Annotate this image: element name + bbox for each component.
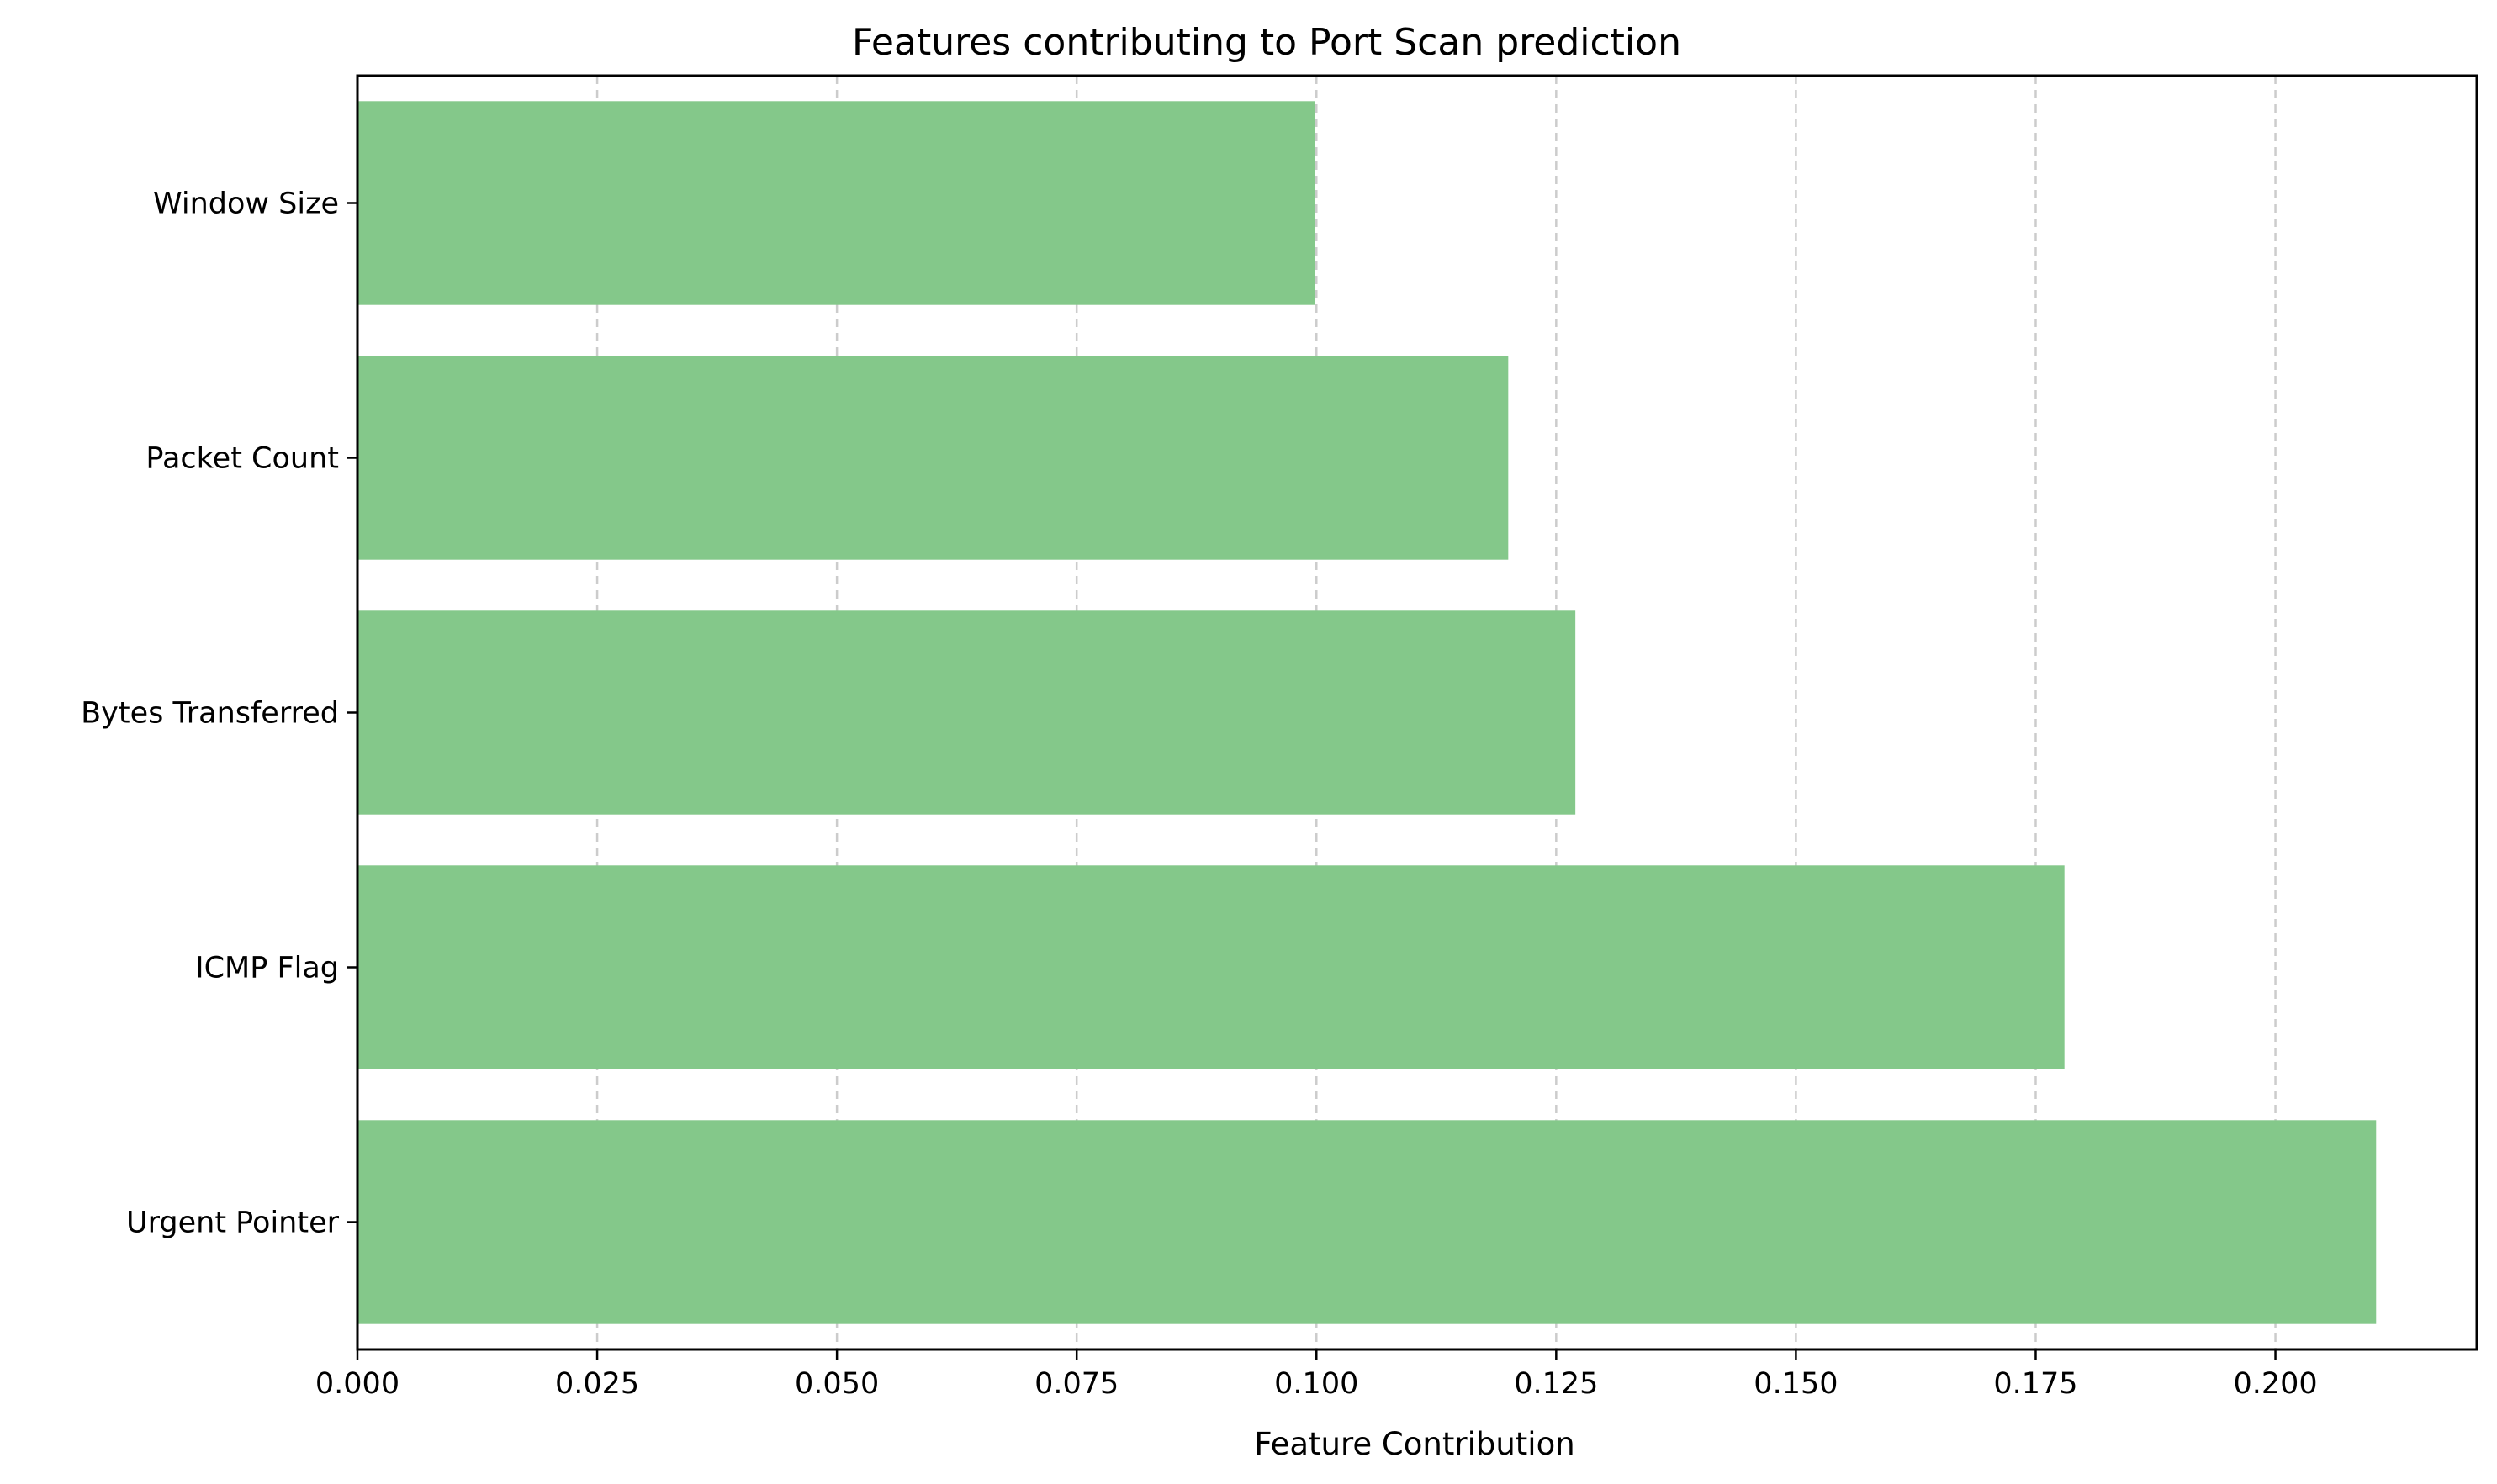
bars [357,101,2377,1324]
chart-title: Features contributing to Port Scan predi… [852,21,1681,64]
x-tick-label: 0.125 [1514,1367,1598,1401]
x-tick-label: 0.100 [1274,1367,1358,1401]
y-tick-label: Bytes Transferred [81,697,339,731]
y-tick-label: Window Size [153,187,339,221]
x-tick-label: 0.075 [1034,1367,1119,1401]
x-tick-label: 0.000 [315,1367,399,1401]
bar [357,356,1509,560]
x-tick-label: 0.050 [795,1367,879,1401]
bar [357,865,2065,1069]
x-tick-label: 0.175 [1993,1367,2077,1401]
x-axis-label: Feature Contribution [1254,1426,1574,1462]
bar [357,1120,2377,1324]
x-tick-label: 0.025 [555,1367,639,1401]
ticks: Urgent Pointer ICMP Flag Bytes Transferred… [81,187,2317,1402]
bar [357,101,1315,305]
x-tick-label: 0.150 [1754,1367,1838,1401]
y-tick-label: Urgent Pointer [126,1207,340,1240]
y-tick-label: ICMP Flag [195,952,339,985]
x-tick-label: 0.200 [2233,1367,2317,1401]
bar [357,610,1576,815]
y-tick-label: Packet Count [145,442,339,476]
